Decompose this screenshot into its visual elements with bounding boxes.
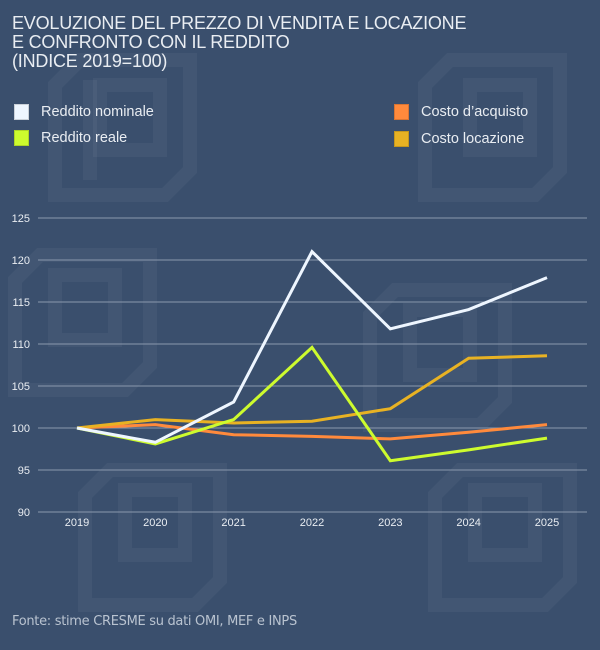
chart-title-line: EVOLUZIONE DEL PREZZO DI VENDITA E LOCAZ… <box>12 13 467 33</box>
x-tick-label: 2020 <box>143 517 167 529</box>
series-line-reddito-reale <box>76 345 548 463</box>
y-axis-ticks: 125 120 115 110 105 100 95 90 <box>12 213 30 519</box>
series-line-reddito-nominale <box>76 249 548 444</box>
source-note: Fonte: stime CRESME su dati OMI, MEF e I… <box>12 614 297 629</box>
chart-title-line: (INDICE 2019=100) <box>12 51 168 71</box>
x-tick-label: 2023 <box>378 517 402 529</box>
watermark-logo-icon <box>8 248 157 397</box>
y-tick-label: 90 <box>18 507 30 519</box>
legend-item-costo-locazione[interactable]: Costo locazione <box>394 131 524 147</box>
legend-item-costo-acquisto[interactable]: Costo d’acquisto <box>394 104 528 120</box>
watermark-logo-icon <box>418 53 567 202</box>
legend-swatch <box>394 131 409 147</box>
legend-item-reddito-reale[interactable]: Reddito reale <box>14 130 127 146</box>
series-lines <box>76 249 548 463</box>
chart-title: EVOLUZIONE DEL PREZZO DI VENDITA E LOCAZ… <box>12 14 466 71</box>
x-tick-label: 2019 <box>65 517 89 529</box>
grid-lines <box>38 217 587 513</box>
x-axis-ticks: 2019 2020 2021 2022 2023 2024 2025 <box>65 517 559 529</box>
y-tick-label: 125 <box>12 213 30 225</box>
y-tick-label: 105 <box>12 381 30 393</box>
x-tick-label: 2022 <box>300 517 324 529</box>
series-line-costo-d-acquisto <box>76 423 548 441</box>
x-tick-label: 2025 <box>535 517 559 529</box>
y-tick-label: 120 <box>12 255 30 267</box>
chart-title-line: E CONFRONTO CON IL REDDITO <box>12 32 290 52</box>
legend-label: Costo d’acquisto <box>421 104 529 120</box>
legend-item-reddito-nominale[interactable]: Reddito nominale <box>14 104 154 120</box>
watermark-logo-icon <box>48 53 197 202</box>
legend-label: Costo locazione <box>421 131 525 147</box>
series-line-costo-locazione <box>76 354 548 430</box>
x-tick-label: 2024 <box>456 517 480 529</box>
x-tick-label: 2021 <box>221 517 245 529</box>
y-tick-label: 115 <box>12 297 30 309</box>
legend-swatch <box>14 130 29 146</box>
legend-label: Reddito reale <box>41 130 128 146</box>
legend-swatch <box>14 104 29 120</box>
y-tick-label: 100 <box>12 423 30 435</box>
y-tick-label: 95 <box>18 465 30 477</box>
legend-swatch <box>394 104 409 120</box>
y-tick-label: 110 <box>12 339 30 351</box>
legend-label: Reddito nominale <box>41 104 154 120</box>
